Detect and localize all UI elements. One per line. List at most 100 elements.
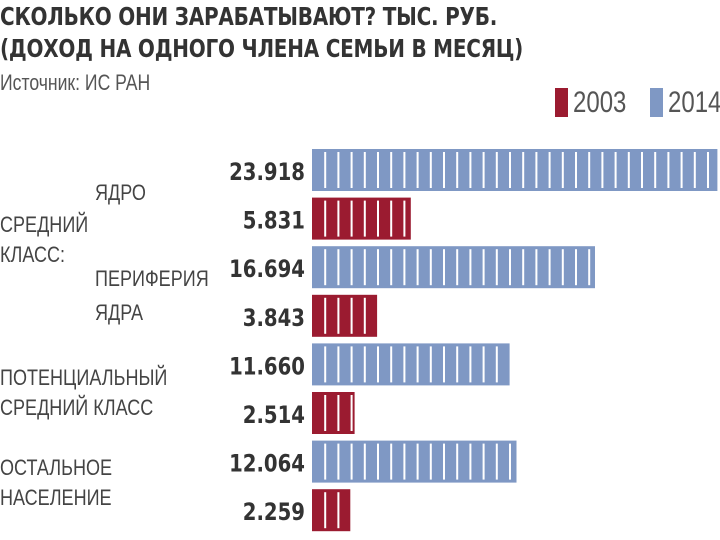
bar-segment-divider (403, 200, 406, 237)
bar-segment-divider (482, 249, 485, 286)
bar-2014 (312, 440, 517, 483)
bar-segment-divider (509, 249, 511, 286)
bar-segment-divider (363, 249, 366, 286)
chart-title-line-1: СКОЛЬКО ОНИ ЗАРАБАТЫВАЮТ? ТЫС. РУБ. (0, 2, 498, 31)
bar-segment-divider (654, 152, 657, 188)
group-label: ЯДРО (95, 181, 146, 205)
value-label: 11.660 (229, 354, 305, 381)
value-label: 12.064 (229, 451, 305, 478)
bar-fill (312, 489, 351, 532)
group-label-line: ОСТАЛЬНОЕ (0, 456, 112, 480)
bar-segment-divider (535, 152, 538, 188)
bar-segment-divider (337, 346, 340, 383)
bar-segment-divider (495, 249, 498, 286)
bar-segment-divider (443, 249, 445, 286)
group-label-line: ПОТЕНЦИАЛЬНЫЙ (0, 364, 167, 390)
bar-segment-divider (614, 152, 617, 188)
bar-segment-divider (337, 152, 340, 188)
bar-segment-divider (575, 249, 577, 286)
bar-segment-divider (535, 249, 538, 286)
bar-segment-divider (575, 152, 577, 188)
bar-fill (312, 294, 378, 337)
bar-segment-divider (429, 443, 432, 480)
bar-segment-divider (588, 152, 591, 188)
bar-2003 (312, 489, 351, 532)
value-label: 2.259 (243, 499, 305, 526)
bar-segment-divider (377, 152, 379, 188)
bar-segment-divider (403, 152, 406, 188)
value-label: 23.918 (229, 159, 305, 186)
bar-segment-divider (469, 152, 472, 188)
value-label: 16.694 (229, 256, 305, 283)
bar-fill (312, 149, 718, 191)
bar-segment-divider (482, 346, 485, 383)
bar-segment-divider (350, 346, 353, 383)
bar-segment-divider (522, 152, 525, 188)
bar-segment-divider (337, 395, 340, 431)
bar-segment-divider (416, 249, 419, 286)
bar-segment-divider (443, 346, 445, 383)
legend-label-2014: 2014 (668, 86, 720, 119)
bar-segment-divider (337, 492, 340, 529)
source-note: Источник: ИС РАН (0, 70, 151, 95)
bar-segment-divider (509, 152, 511, 188)
bar-segment-divider (429, 152, 432, 188)
group-label: ОСТАЛЬНОЕ НАСЕЛЕНИЕ (0, 456, 112, 510)
group-label-line: КЛАСС: (0, 243, 65, 267)
bar-segment-divider (588, 249, 591, 286)
bar-segment-divider (469, 346, 472, 383)
bar-segment-divider (667, 152, 670, 188)
bar-segment-divider (324, 200, 327, 237)
bar-2003 (312, 294, 378, 337)
bar-segment-divider (495, 152, 498, 188)
bar-fill (312, 343, 510, 386)
bar-segment-divider (416, 443, 419, 480)
bar-segment-divider (456, 152, 459, 188)
group-label-line: ПЕРИФЕРИЯ (95, 267, 209, 291)
bar-segment-divider (416, 346, 419, 383)
bar-segment-divider (390, 249, 393, 286)
bar-segment-divider (469, 249, 472, 286)
bar-segment-divider (403, 443, 406, 480)
group-labels: СРЕДНИЙ КЛАСС: ЯДРО ПЕРИФЕРИЯ ЯДРА ПОТЕНЦИАЛЬ… (0, 181, 209, 510)
group-label-line: СРЕДНИЙ КЛАСС (0, 394, 153, 420)
bar-fill (312, 392, 355, 434)
bar-segment-divider (363, 200, 366, 237)
bar-fill (312, 197, 411, 240)
bar-2014 (312, 246, 595, 289)
bar-segment-divider (377, 249, 379, 286)
bar-segment-divider (443, 443, 445, 480)
bar-segment-divider (429, 346, 432, 383)
bar-segment-divider (363, 152, 366, 188)
group-label: СРЕДНИЙ КЛАСС: (0, 211, 88, 267)
bars: 23.918 5.831 16.694 3.843 11.660 2.514 12.064 2… (229, 149, 718, 532)
bar-segment-divider (561, 152, 564, 188)
bar-segment-divider (324, 346, 327, 383)
bar-segment-divider (403, 249, 406, 286)
bar-segment-divider (601, 152, 604, 188)
group-label: ПОТЕНЦИАЛЬНЫЙ СРЕДНИЙ КЛАСС (0, 364, 167, 420)
bar-segment-divider (403, 346, 406, 383)
bar-2003 (312, 392, 355, 434)
bar-segment-divider (482, 443, 485, 480)
value-label: 5.831 (243, 208, 305, 235)
bar-segment-divider (363, 443, 366, 480)
bar-segment-divider (350, 297, 353, 334)
bar-2014 (312, 149, 718, 191)
bar-segment-divider (548, 152, 551, 188)
bar-segment-divider (377, 200, 379, 237)
bar-segment-divider (707, 152, 709, 188)
bar-segment-divider (509, 443, 511, 480)
group-label: ПЕРИФЕРИЯ ЯДРА (95, 267, 209, 325)
bar-segment-divider (548, 249, 551, 286)
bar-2014 (312, 343, 510, 386)
bar-segment-divider (324, 249, 327, 286)
group-label-line: НАСЕЛЕНИЕ (0, 486, 112, 510)
bar-segment-divider (416, 152, 419, 188)
bar-segment-divider (443, 152, 445, 188)
bar-segment-divider (350, 443, 353, 480)
bar-segment-divider (456, 249, 459, 286)
bar-segment-divider (390, 200, 393, 237)
bar-segment-divider (627, 152, 630, 188)
value-label: 2.514 (243, 402, 305, 429)
